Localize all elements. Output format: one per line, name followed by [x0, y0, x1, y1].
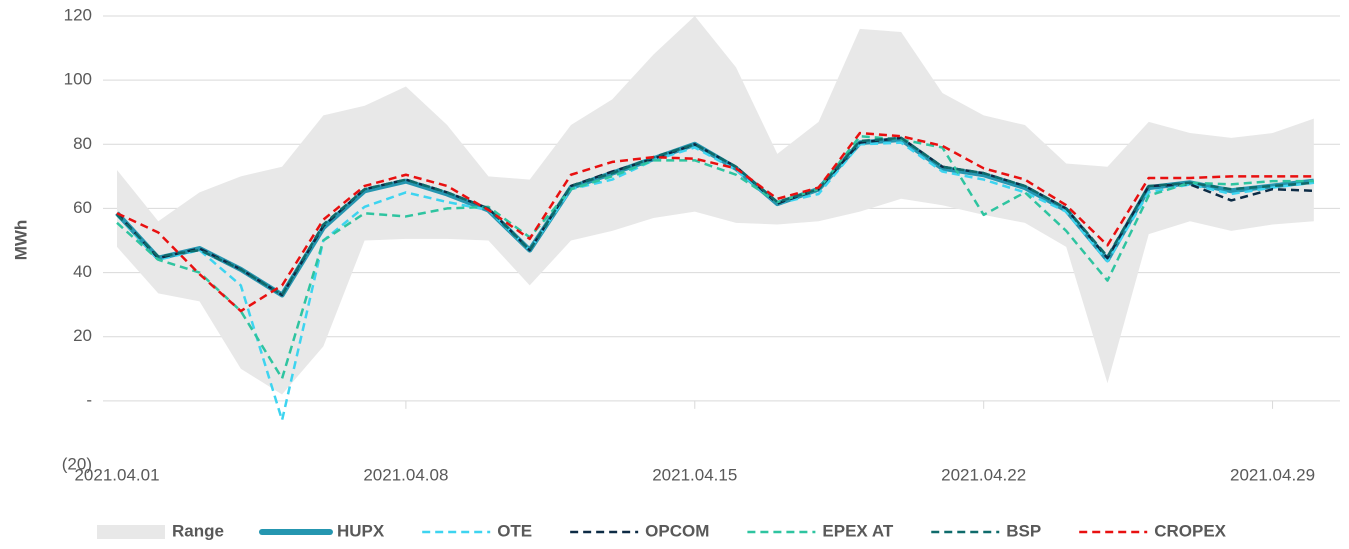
series-line [116, 141, 1314, 422]
legend-label: CROPEX [1154, 521, 1226, 540]
series-line [116, 136, 1314, 297]
legend-swatch [97, 525, 165, 539]
x-tick-label: 2021.04.08 [363, 465, 448, 484]
legend-label: BSP [1006, 521, 1041, 540]
y-axis-title: MWh [11, 220, 30, 261]
x-tick-label: 2021.04.29 [1230, 465, 1315, 484]
series-line [116, 131, 1314, 313]
x-tick-label: 2021.04.22 [941, 465, 1026, 484]
x-tick-label: 2021.04.15 [652, 465, 737, 484]
y-tick-label: 120 [64, 5, 92, 24]
y-tick-label: 80 [73, 134, 92, 153]
y-tick-label: 100 [64, 70, 92, 89]
y-tick-label: 40 [73, 262, 92, 281]
x-tick-label: 2021.04.01 [74, 465, 159, 484]
legend-label: OTE [497, 521, 532, 540]
y-tick-label: - [86, 390, 92, 409]
legend-label: Range [172, 521, 224, 540]
y-tick-label: (20) [62, 454, 92, 473]
legend-label: EPEX AT [822, 521, 893, 540]
legend-label: OPCOM [645, 521, 709, 540]
range-area [117, 16, 1314, 395]
legend-label: HUPX [337, 521, 385, 540]
y-tick-label: 60 [73, 198, 92, 217]
series-line [116, 135, 1314, 380]
data [115, 16, 1315, 422]
y-tick-label: 20 [73, 326, 92, 345]
